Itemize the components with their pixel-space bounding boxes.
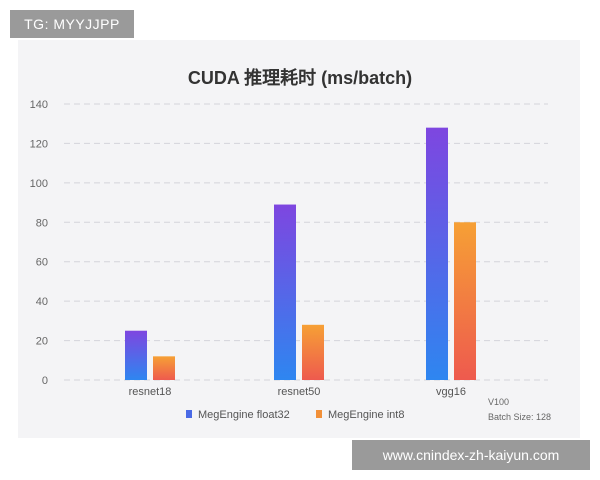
y-tick-label-60: 60: [36, 257, 48, 269]
y-tick-label-120: 120: [30, 138, 48, 150]
bar-resnet18-float32: [125, 330, 147, 380]
bar-resnet50-float32: [274, 204, 296, 380]
bar-resnet50-int8: [302, 324, 324, 380]
legend-label-int8: MegEngine int8: [328, 409, 404, 421]
bar-vgg16-float32: [426, 127, 448, 381]
legend-label-float32: MegEngine float32: [198, 409, 290, 421]
bar-vgg16-int8: [454, 222, 476, 380]
chart-panel: [18, 40, 580, 438]
bars: [125, 127, 476, 381]
x-tick-labels: resnet18 resnet50 vgg16: [129, 386, 466, 398]
y-tick-label-0: 0: [42, 375, 48, 387]
bar-resnet18-int8: [153, 356, 175, 380]
annotation-batch-size: Batch Size: 128: [488, 412, 551, 422]
legend-swatch-float32: [186, 410, 192, 418]
site-watermark: www.cnindex-zh-kaiyun.com: [352, 440, 590, 470]
legend: MegEngine float32 MegEngine int8: [186, 409, 404, 421]
legend-swatch-int8: [316, 410, 322, 418]
x-tick-label-resnet50: resnet50: [278, 386, 321, 398]
x-tick-label-resnet18: resnet18: [129, 386, 172, 398]
tg-badge: TG: MYYJJPP: [10, 10, 134, 38]
y-tick-label-20: 20: [36, 336, 48, 348]
chart-title: CUDA 推理耗时 (ms/batch): [187, 68, 413, 88]
y-tick-label-100: 100: [30, 178, 48, 190]
y-tick-label-140: 140: [30, 99, 48, 111]
annotation-gpu: V100: [488, 397, 509, 407]
y-tick-labels: 0 20 40 60 80 100 120 140: [30, 99, 48, 387]
x-tick-label-vgg16: vgg16: [436, 386, 466, 398]
y-tick-label-40: 40: [36, 296, 48, 308]
y-tick-label-80: 80: [36, 217, 48, 229]
